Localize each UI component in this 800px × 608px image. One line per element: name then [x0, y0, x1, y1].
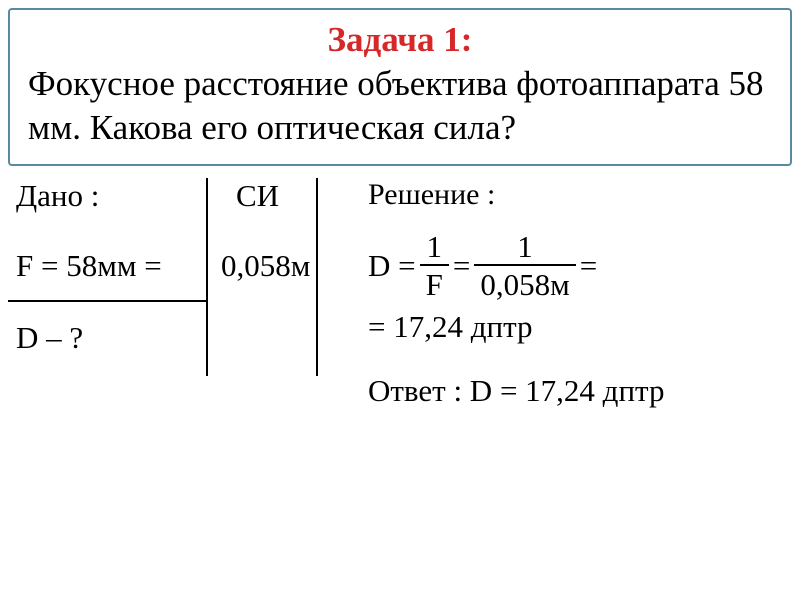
equals-2: = [453, 248, 470, 284]
separator-horizontal [8, 300, 208, 302]
answer-line: Ответ : D = 17,24 дптр [368, 373, 664, 409]
given-f: F = 58мм = [16, 248, 162, 284]
frac1-num: 1 [420, 230, 449, 266]
frac2-num: 1 [474, 230, 575, 266]
si-label: СИ [236, 178, 279, 214]
given-f-row: F = 58мм = 0,058м [16, 248, 346, 284]
problem-text: Фокусное расстояние объектива фотоаппара… [28, 62, 772, 150]
given-label: Дано : [16, 178, 346, 214]
fraction-1: 1 F [420, 230, 449, 303]
si-value: 0,058м [221, 248, 310, 284]
solution-area: Дано : СИ F = 58мм = 0,058м D – ? Решени… [0, 178, 800, 409]
frac2-den: 0,058м [474, 266, 575, 303]
equation-line: D = 1 F = 1 0,058м = [368, 230, 664, 303]
separator-vertical-1 [206, 178, 208, 376]
separator-vertical-2 [316, 178, 318, 376]
fraction-2: 1 0,058м [474, 230, 575, 303]
given-block: Дано : СИ F = 58мм = 0,058м D – ? [16, 178, 346, 409]
equals-3: = [580, 248, 597, 284]
find-row: D – ? [16, 320, 346, 356]
result-line: = 17,24 дптр [368, 309, 664, 345]
frac1-den: F [420, 266, 449, 303]
problem-box: Задача 1: Фокусное расстояние объектива … [8, 8, 792, 166]
problem-title: Задача 1: [28, 20, 772, 60]
d-equals: D = [368, 248, 416, 284]
solution-block: Решение : D = 1 F = 1 0,058м = = 17,24 д… [368, 178, 664, 409]
solution-label: Решение : [368, 178, 664, 212]
